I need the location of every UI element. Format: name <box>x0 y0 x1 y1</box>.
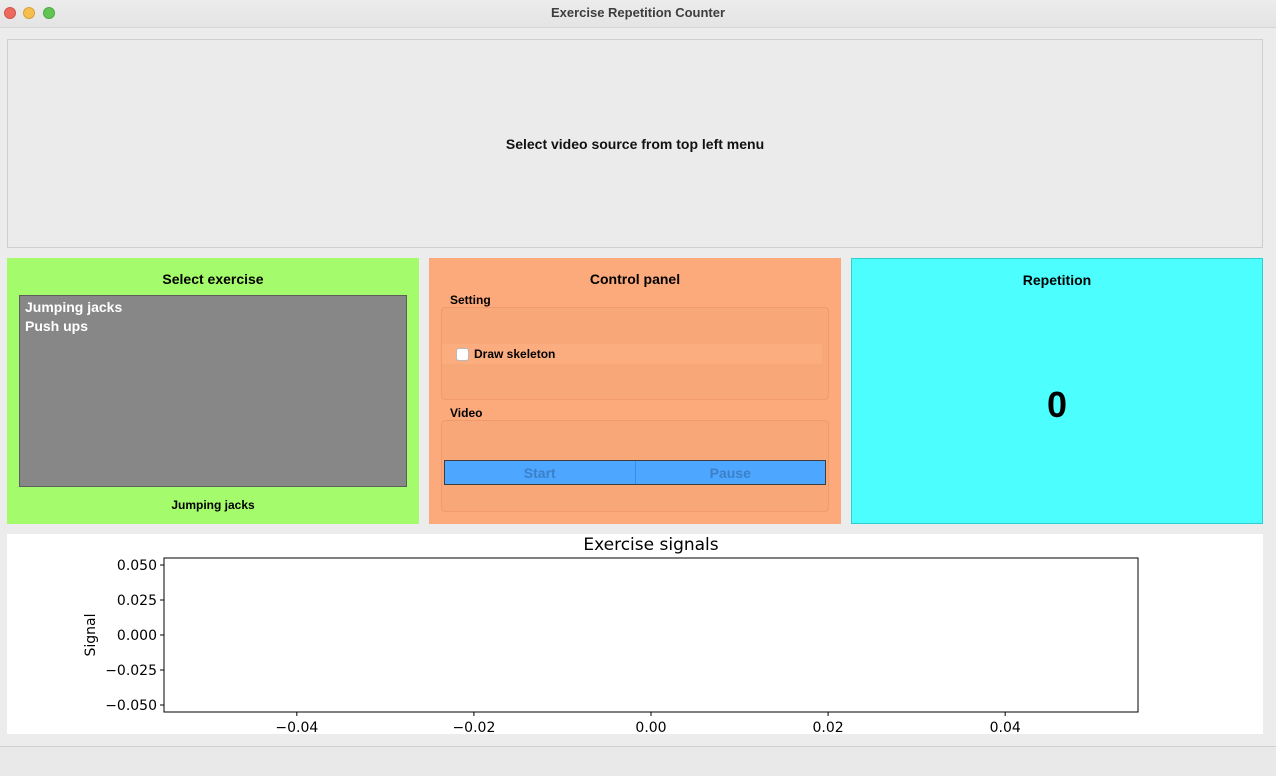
draw-skeleton-checkbox[interactable] <box>456 347 469 361</box>
exercise-list-item[interactable]: Push ups <box>25 318 89 334</box>
chart-title: Exercise signals <box>583 535 718 555</box>
repetition-panel-title: Repetition <box>1022 272 1092 288</box>
pause-button[interactable]: Pause <box>634 461 826 484</box>
repetition-count: 0 <box>1046 384 1068 425</box>
x-tick-label: 0.04 <box>990 720 1021 734</box>
video-control-buttons: Start Pause <box>444 460 826 485</box>
exercise-panel: Select exercise Jumping jacks Push ups J… <box>7 258 419 524</box>
y-tick-label: 0.050 <box>117 558 157 574</box>
y-tick-label: −0.050 <box>105 698 157 714</box>
y-tick-label: 0.000 <box>117 628 157 644</box>
repetition-panel: Repetition 0 <box>851 258 1263 524</box>
window-title: Exercise Repetition Counter <box>550 5 726 20</box>
video-display: Select video source from top left menu <box>7 39 1263 248</box>
video-group-label: Video <box>450 406 483 420</box>
exercise-signals-chart: Exercise signals 0.050 0.025 0.000 −0.025 −0.… <box>7 534 1263 734</box>
setting-group-label: Setting <box>450 293 491 307</box>
x-tick-label: 0.02 <box>813 720 844 734</box>
draw-skeleton-row[interactable]: Draw skeleton <box>442 344 822 364</box>
exercise-list-item[interactable]: Jumping jacks <box>25 299 123 315</box>
title-bar: Exercise Repetition Counter <box>0 0 1276 28</box>
minimize-window-button[interactable] <box>23 7 35 19</box>
x-tick-label: −0.04 <box>275 720 318 734</box>
plot-frame <box>163 557 1139 713</box>
selected-exercise-label: Jumping jacks <box>171 498 255 512</box>
video-source-message: Select video source from top left menu <box>505 135 765 152</box>
status-bar <box>0 746 1276 776</box>
chart-svg: Exercise signals 0.050 0.025 0.000 −0.025 −0.… <box>83 535 1139 734</box>
y-tick-label: −0.025 <box>105 663 157 679</box>
x-tick-label: 0.00 <box>635 720 666 734</box>
control-panel-title: Control panel <box>589 271 681 287</box>
y-axis-label: Signal <box>83 613 99 656</box>
exercise-list[interactable]: Jumping jacks Push ups <box>19 295 407 487</box>
y-tick-label: 0.025 <box>117 593 157 609</box>
maximize-window-button[interactable] <box>43 7 55 19</box>
exercise-panel-title: Select exercise <box>162 271 264 287</box>
draw-skeleton-label[interactable]: Draw skeleton <box>474 347 556 361</box>
start-button[interactable]: Start <box>523 464 556 481</box>
control-panel: Control panel Setting Draw skeleton Vide… <box>429 258 841 524</box>
close-window-button[interactable] <box>4 7 16 19</box>
x-tick-label: −0.02 <box>452 720 495 734</box>
